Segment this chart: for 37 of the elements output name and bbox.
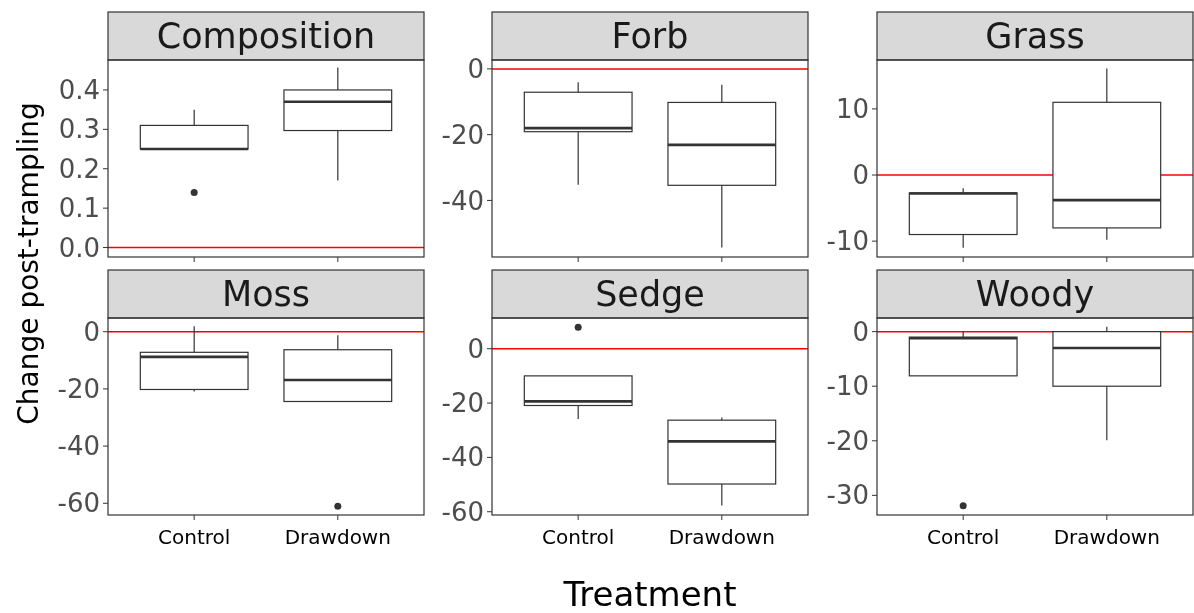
y-axis-title: Change post-trampling xyxy=(12,102,45,425)
y-tick-label: 0 xyxy=(852,160,869,191)
y-tick-label: -60 xyxy=(57,488,100,519)
y-tick-label: -30 xyxy=(826,480,869,511)
chart-title: Moss xyxy=(221,274,311,314)
chart-title: Woody xyxy=(975,274,1095,314)
y-tick-label: 10 xyxy=(835,94,869,125)
y-tick-label: -10 xyxy=(826,226,869,257)
y-tick-label: -40 xyxy=(441,185,484,216)
x-tick-label: Drawdown xyxy=(668,525,775,549)
y-tick-label: -10 xyxy=(826,371,869,402)
y-tick-label: -20 xyxy=(826,425,869,456)
chart-title: Forb xyxy=(611,16,689,56)
y-tick-label: 0.0 xyxy=(58,232,100,263)
y-tick-label: 0.1 xyxy=(58,193,100,224)
y-tick-label: -60 xyxy=(441,496,484,527)
y-tick-label: 0 xyxy=(467,333,484,364)
y-tick-label: 0 xyxy=(467,53,484,84)
x-tick-label: Drawdown xyxy=(284,525,391,549)
chart-title: Grass xyxy=(985,16,1085,56)
y-tick-label: 0.3 xyxy=(58,114,100,145)
x-tick-label: Control xyxy=(542,525,615,549)
y-tick-label: 0.2 xyxy=(58,153,100,184)
y-tick-label: -20 xyxy=(57,374,100,405)
y-tick-label: -20 xyxy=(441,388,484,419)
chart-title: Composition xyxy=(156,16,376,56)
y-tick-label: -40 xyxy=(441,442,484,473)
y-tick-label: 0.4 xyxy=(58,75,100,106)
y-tick-label: -40 xyxy=(57,431,100,462)
x-tick-label: Drawdown xyxy=(1053,525,1160,549)
y-tick-label: -20 xyxy=(441,119,484,150)
y-tick-label: 0 xyxy=(852,316,869,347)
chart-title: Sedge xyxy=(595,274,705,314)
x-tick-label: Control xyxy=(158,525,231,549)
x-tick-label: Control xyxy=(927,525,1000,549)
y-tick-label: 0 xyxy=(83,316,100,347)
x-axis-title: Treatment xyxy=(562,574,737,613)
